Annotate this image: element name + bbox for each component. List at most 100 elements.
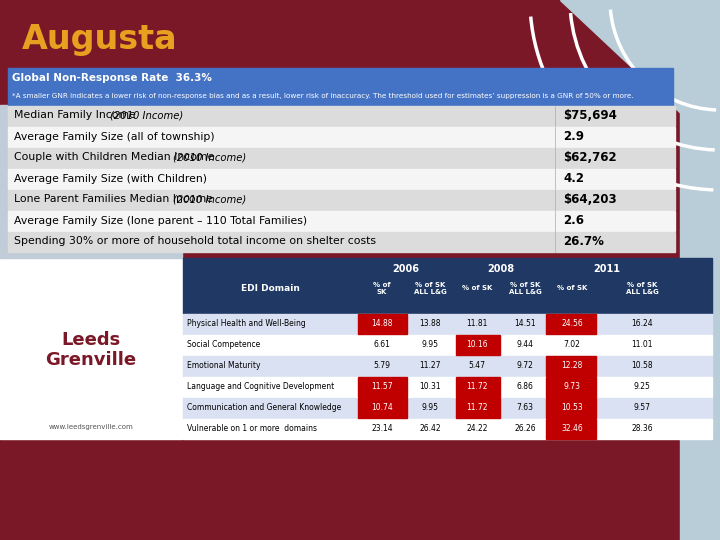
Polygon shape — [560, 0, 720, 150]
Text: 16.24: 16.24 — [631, 319, 653, 328]
Text: (2010 Income): (2010 Income) — [109, 111, 183, 120]
Bar — [546, 397, 596, 418]
Text: Communication and General Knowledge: Communication and General Knowledge — [187, 403, 341, 412]
Text: 13.88: 13.88 — [419, 319, 441, 328]
Bar — [358, 314, 407, 334]
Text: 9.25: 9.25 — [634, 382, 650, 391]
Text: 11.81: 11.81 — [467, 319, 487, 328]
Text: % of SK: % of SK — [462, 285, 492, 291]
Text: Lone Parent Families Median Income: Lone Parent Families Median Income — [14, 194, 217, 205]
Bar — [8, 105, 675, 126]
Text: 12.28: 12.28 — [562, 361, 582, 370]
Text: Leeds: Leeds — [61, 330, 121, 348]
Bar — [546, 418, 596, 439]
Bar — [8, 232, 675, 252]
Bar — [456, 397, 500, 418]
Text: 9.72: 9.72 — [516, 361, 534, 370]
Bar — [456, 376, 500, 397]
Text: 11.72: 11.72 — [467, 382, 487, 391]
Text: 7.63: 7.63 — [516, 403, 534, 412]
Text: % of SK
ALL L&G: % of SK ALL L&G — [413, 282, 446, 295]
Text: (2010 Income): (2010 Income) — [174, 194, 246, 205]
Bar — [183, 418, 712, 439]
Text: 7.02: 7.02 — [564, 340, 580, 349]
Text: 9.44: 9.44 — [516, 340, 534, 349]
Text: 11.01: 11.01 — [631, 340, 653, 349]
Bar — [456, 334, 500, 355]
Text: 2006: 2006 — [392, 264, 420, 274]
Text: $62,762: $62,762 — [563, 151, 616, 164]
Text: Language and Cognitive Development: Language and Cognitive Development — [187, 382, 334, 391]
Text: % of SK
ALL L&G: % of SK ALL L&G — [508, 282, 541, 295]
Bar — [8, 211, 675, 231]
Bar — [8, 68, 673, 105]
Text: 2.9: 2.9 — [563, 130, 584, 143]
Text: Average Family Size (with Children): Average Family Size (with Children) — [14, 173, 207, 184]
Text: www.leedsgrenville.com: www.leedsgrenville.com — [49, 424, 133, 430]
Text: 4.2: 4.2 — [563, 172, 584, 185]
Bar — [358, 376, 407, 397]
Bar — [183, 376, 712, 397]
Bar — [183, 258, 712, 313]
Text: Spending 30% or more of household total income on shelter costs: Spending 30% or more of household total … — [14, 237, 376, 246]
Text: 6.86: 6.86 — [516, 382, 534, 391]
Text: Augusta: Augusta — [22, 24, 178, 57]
Bar — [546, 355, 596, 376]
Text: % of SK: % of SK — [557, 285, 588, 291]
Text: 2008: 2008 — [487, 264, 515, 274]
Bar — [183, 334, 712, 355]
Text: Physical Health and Well-Being: Physical Health and Well-Being — [187, 319, 306, 328]
Text: EDI Domain: EDI Domain — [241, 284, 300, 293]
Text: 9.95: 9.95 — [421, 340, 438, 349]
Bar — [8, 147, 675, 168]
Text: 11.27: 11.27 — [419, 361, 441, 370]
Text: 24.22: 24.22 — [467, 424, 487, 433]
Text: 9.57: 9.57 — [634, 403, 650, 412]
Text: Global Non-Response Rate  36.3%: Global Non-Response Rate 36.3% — [12, 73, 212, 83]
Text: % of SK
ALL L&G: % of SK ALL L&G — [626, 282, 658, 295]
Text: Average Family Size (lone parent – 110 Total Families): Average Family Size (lone parent – 110 T… — [14, 215, 307, 226]
Text: Grenville: Grenville — [45, 350, 137, 368]
Text: Vulnerable on 1 or more  domains: Vulnerable on 1 or more domains — [187, 424, 317, 433]
Text: % of
SK: % of SK — [373, 282, 391, 295]
Text: 5.47: 5.47 — [469, 361, 485, 370]
Bar — [0, 258, 182, 439]
Bar — [8, 126, 675, 147]
Text: 26.7%: 26.7% — [563, 235, 604, 248]
Bar — [8, 190, 675, 210]
Text: 2011: 2011 — [593, 264, 621, 274]
Bar — [546, 376, 596, 397]
Bar — [680, 0, 720, 540]
Bar — [0, 105, 182, 258]
Text: 23.14: 23.14 — [372, 424, 393, 433]
Bar — [183, 355, 712, 376]
Text: Median Family Income: Median Family Income — [14, 111, 140, 120]
Text: 32.46: 32.46 — [561, 424, 583, 433]
Text: 9.95: 9.95 — [421, 403, 438, 412]
Text: Average Family Size (all of township): Average Family Size (all of township) — [14, 132, 215, 141]
Text: *A smaller GNR indicates a lower risk of non-response bias and as a result, lowe: *A smaller GNR indicates a lower risk of… — [12, 93, 634, 99]
Text: 10.74: 10.74 — [371, 403, 393, 412]
Text: 14.88: 14.88 — [372, 319, 392, 328]
Text: 11.57: 11.57 — [372, 382, 393, 391]
Text: (2010 Income): (2010 Income) — [174, 152, 246, 163]
Text: 11.72: 11.72 — [467, 403, 487, 412]
Text: $75,694: $75,694 — [563, 109, 617, 122]
Text: 6.61: 6.61 — [374, 340, 390, 349]
Text: 26.42: 26.42 — [419, 424, 441, 433]
Text: 10.58: 10.58 — [631, 361, 653, 370]
Text: 5.79: 5.79 — [374, 361, 390, 370]
Text: Emotional Maturity: Emotional Maturity — [187, 361, 261, 370]
Bar — [8, 168, 675, 189]
Text: 2.6: 2.6 — [563, 214, 584, 227]
Text: 26.26: 26.26 — [514, 424, 536, 433]
Text: Social Competence: Social Competence — [187, 340, 260, 349]
Text: 9.73: 9.73 — [564, 382, 580, 391]
Text: Couple with Children Median Income: Couple with Children Median Income — [14, 152, 218, 163]
Text: 10.53: 10.53 — [561, 403, 583, 412]
Bar — [183, 314, 712, 334]
Text: 14.51: 14.51 — [514, 319, 536, 328]
Text: 10.16: 10.16 — [466, 340, 488, 349]
Bar — [546, 314, 596, 334]
Bar — [183, 397, 712, 418]
